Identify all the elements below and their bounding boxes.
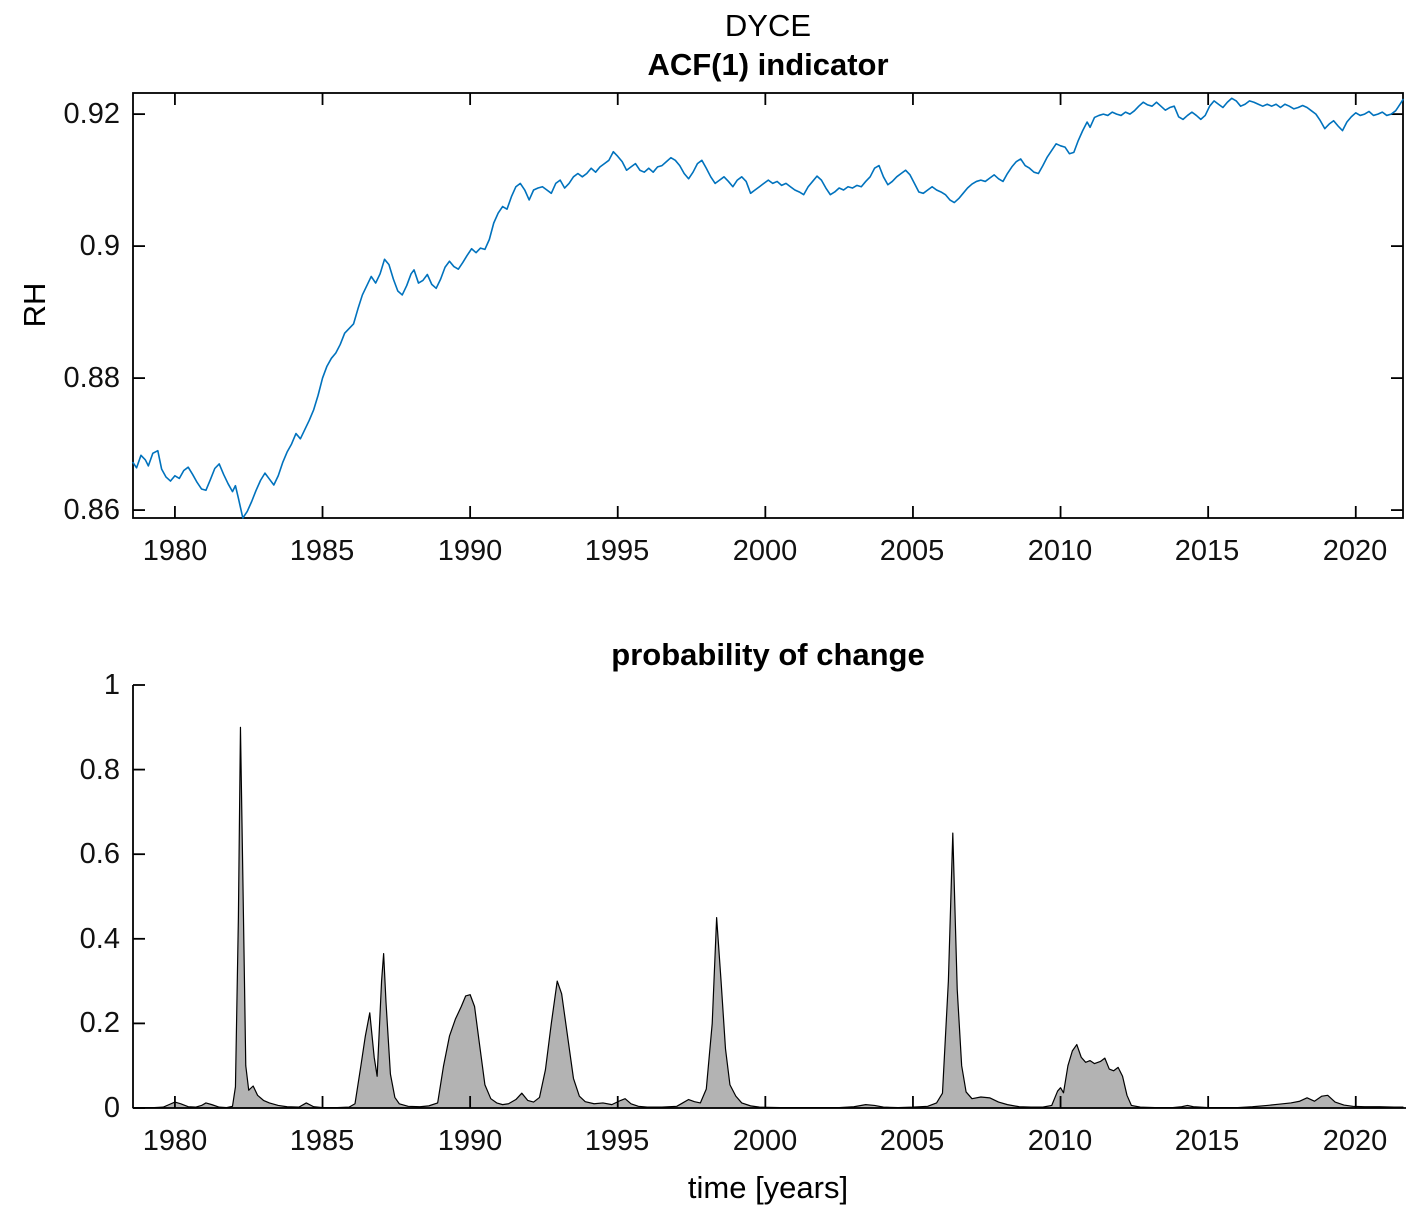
acf-ytick-0.86: 0.86 (63, 494, 120, 526)
acf-xtick-2020: 2020 (1322, 535, 1388, 567)
prob-xlabel: time [years] (687, 1170, 849, 1205)
prob-xtick-1985: 1985 (289, 1125, 355, 1157)
acf-xtick-1995: 1995 (584, 535, 650, 567)
figure-title: DYCE (724, 8, 812, 43)
prob-ytick-0.8: 0.8 (79, 754, 120, 786)
prob-ytick-0.4: 0.4 (79, 923, 120, 955)
acf-ylabel: RH (17, 282, 52, 328)
prob-xtick-2020: 2020 (1322, 1125, 1388, 1157)
acf-ytick-0.9: 0.9 (79, 230, 120, 262)
prob-xtick-2015: 2015 (1174, 1125, 1240, 1157)
probability-area-plot (132, 684, 1406, 1109)
acf-xtick-1990: 1990 (437, 535, 503, 567)
prob-xtick-1980: 1980 (142, 1125, 208, 1157)
acf-ytick-0.88: 0.88 (63, 362, 120, 394)
acf-xtick-2010: 2010 (1027, 535, 1093, 567)
prob-xtick-2005: 2005 (879, 1125, 945, 1157)
prob-xtick-2010: 2010 (1027, 1125, 1093, 1157)
acf-xtick-2015: 2015 (1174, 535, 1240, 567)
prob-ytick-0.6: 0.6 (79, 838, 120, 870)
acf-line-plot (132, 92, 1404, 519)
prob-ytick-0: 0 (103, 1092, 120, 1124)
acf-xtick-1980: 1980 (142, 535, 208, 567)
prob-xtick-1995: 1995 (584, 1125, 650, 1157)
acf-ytick-0.92: 0.92 (63, 98, 120, 130)
acf-plot-title: ACF(1) indicator (647, 47, 889, 82)
acf-xtick-2005: 2005 (879, 535, 945, 567)
acf-xtick-2000: 2000 (732, 535, 798, 567)
prob-ytick-1: 1 (103, 669, 120, 701)
prob-xtick-2000: 2000 (732, 1125, 798, 1157)
acf-xtick-1985: 1985 (289, 535, 355, 567)
probability-plot-title: probability of change (611, 637, 925, 672)
prob-ytick-0.2: 0.2 (79, 1007, 120, 1039)
prob-xtick-1990: 1990 (437, 1125, 503, 1157)
